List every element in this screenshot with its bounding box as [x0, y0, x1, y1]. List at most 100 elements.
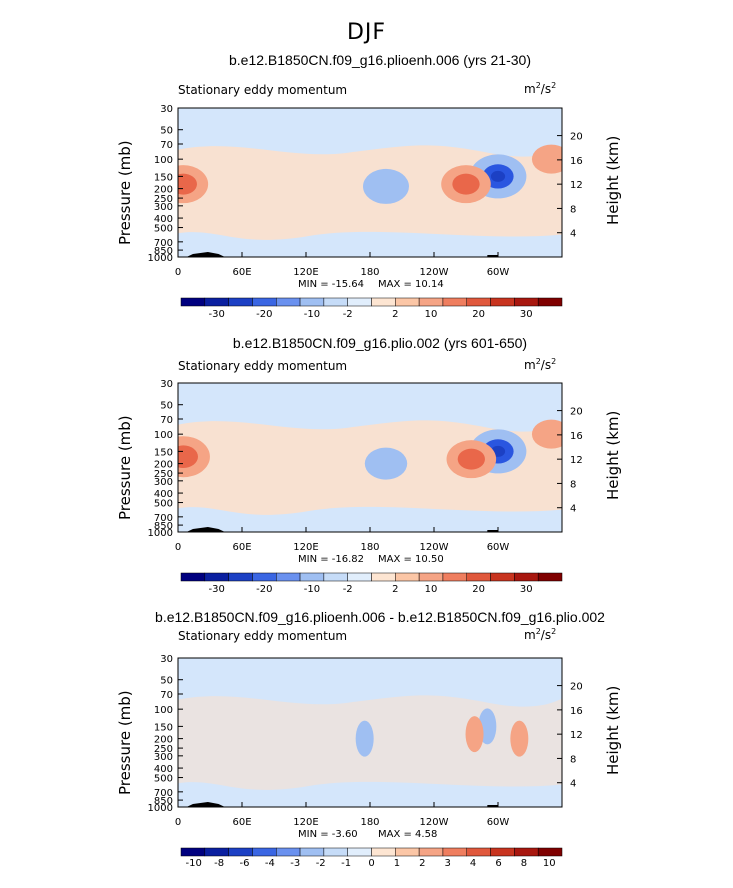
units-label: m2/s2 [524, 81, 556, 96]
colorbar-segment [204, 297, 229, 307]
colorbar-label: -1 [341, 858, 351, 869]
contour-field [178, 383, 562, 532]
negative-anomaly-4 [355, 720, 374, 757]
y-tick-label: 500 [154, 224, 173, 235]
colorbar-label: 6 [495, 858, 501, 869]
x-tick-label: 120E [293, 817, 318, 828]
positive-anomaly-2 [465, 716, 484, 753]
y-tick-label: 400 [154, 489, 173, 500]
colorbar-label: -10 [304, 309, 320, 320]
units-exp: 2 [535, 357, 541, 366]
colorbar-segment [347, 572, 372, 582]
x-tick-label: 120W [420, 542, 449, 553]
y-tick-label: 70 [160, 690, 173, 701]
height-tick-label: 8 [570, 204, 576, 215]
y-tick-label: 200 [154, 185, 173, 196]
colorbar-segment [252, 297, 277, 307]
colorbar-segment [276, 572, 301, 582]
units-mid: /s [540, 82, 552, 96]
x-tick-label: 60E [232, 542, 251, 553]
colorbar-segment [418, 847, 444, 857]
y-tick-label: 250 [154, 744, 173, 755]
units-exp: 2 [551, 81, 557, 90]
colorbar-segment [276, 297, 301, 307]
negative-anomaly-2 [364, 447, 408, 480]
y-tick-label: 50 [160, 126, 173, 137]
contour-field [178, 108, 562, 257]
y-tick-label: 700 [154, 238, 173, 249]
topography-andes [487, 805, 498, 807]
y-tick-label: 100 [154, 155, 173, 166]
colorbar-label: -2 [316, 858, 326, 869]
min-label: MIN = -15.64 [298, 279, 365, 290]
colorbar-segment [180, 297, 206, 307]
page-title: DJF [346, 20, 387, 45]
units-exp: 2 [535, 81, 541, 90]
topography-andes [487, 530, 498, 532]
panel-title: b.e12.B1850CN.f09_g16.plioenh.006 (yrs 2… [229, 52, 531, 68]
colorbar-label: 20 [472, 309, 485, 320]
min-label: MIN = -16.82 [298, 554, 365, 565]
y-tick-label: 200 [154, 735, 173, 746]
y-tick-label: 30 [160, 104, 173, 115]
y-tick-label: 850 [154, 521, 173, 532]
colorbar-segment [228, 297, 253, 307]
height-tick-label: 12 [570, 730, 583, 741]
colorbar-label: -2 [343, 584, 353, 595]
y-tick-label: 700 [154, 788, 173, 799]
height-tick-label: 16 [570, 431, 583, 442]
topography [186, 802, 225, 807]
units-mid: /s [540, 628, 552, 642]
colorbar-label: -10 [186, 858, 202, 869]
colorbar-segment [180, 847, 206, 857]
y-tick-label: 850 [154, 796, 173, 807]
x-tick-label: 60E [232, 267, 251, 278]
y-tick-label: 150 [154, 172, 173, 183]
colorbar-label: -30 [209, 309, 225, 320]
height-tick-label: 20 [570, 682, 583, 693]
x-tick-label: 0 [175, 267, 181, 278]
colorbar-segment [514, 847, 539, 857]
colorbar-segment [537, 572, 563, 582]
colorbar-segment [180, 572, 206, 582]
colorbar-label: 20 [472, 584, 485, 595]
colorbar-label: -10 [304, 584, 320, 595]
x-tick-label: 120E [293, 542, 318, 553]
colorbar-segment [276, 847, 301, 857]
units-label: m2/s2 [524, 357, 556, 372]
colorbar-segment [490, 847, 515, 857]
y-tick-label: 1000 [148, 253, 173, 264]
x-tick-label: 180 [360, 542, 379, 553]
colorbar-segment [514, 572, 539, 582]
x-tick-label: 180 [360, 817, 379, 828]
x-tick-label: 0 [175, 542, 181, 553]
positive-anomaly-5 [531, 144, 562, 174]
colorbar-segment [466, 847, 491, 857]
contour-field [178, 658, 562, 807]
colorbar-label: 30 [520, 584, 533, 595]
colorbar-segment [418, 297, 444, 307]
height-tick-label: 12 [570, 180, 583, 191]
y-tick-label: 200 [154, 460, 173, 471]
y-tick-label: 30 [160, 379, 173, 390]
colorbar-segment [442, 572, 467, 582]
colorbar-segment [466, 572, 491, 582]
panel-2: 3050701001502002503004005007008501000481… [148, 379, 583, 553]
colorbar-label: 10 [543, 858, 556, 869]
colorbar-label: 10 [425, 584, 438, 595]
positive-core-3 [452, 173, 480, 195]
x-tick-label: 180 [360, 267, 379, 278]
y-axis-title: Pressure (mb) [116, 689, 134, 795]
colorbar-segment [323, 847, 348, 857]
y-tick-label: 150 [154, 447, 173, 458]
y-axis-title-right: Height (km) [604, 685, 622, 775]
variable-label: Stationary eddy momentum [178, 83, 348, 97]
negative-anomaly-2 [363, 168, 409, 204]
positive-anomaly-3 [510, 720, 529, 757]
y-tick-label: 100 [154, 430, 173, 441]
colorbar-segment [466, 297, 491, 307]
y-tick-label: 500 [154, 774, 173, 785]
x-tick-label: 0 [175, 817, 181, 828]
y-axis-title-right: Height (km) [604, 410, 622, 500]
colorbar-segment [228, 847, 253, 857]
